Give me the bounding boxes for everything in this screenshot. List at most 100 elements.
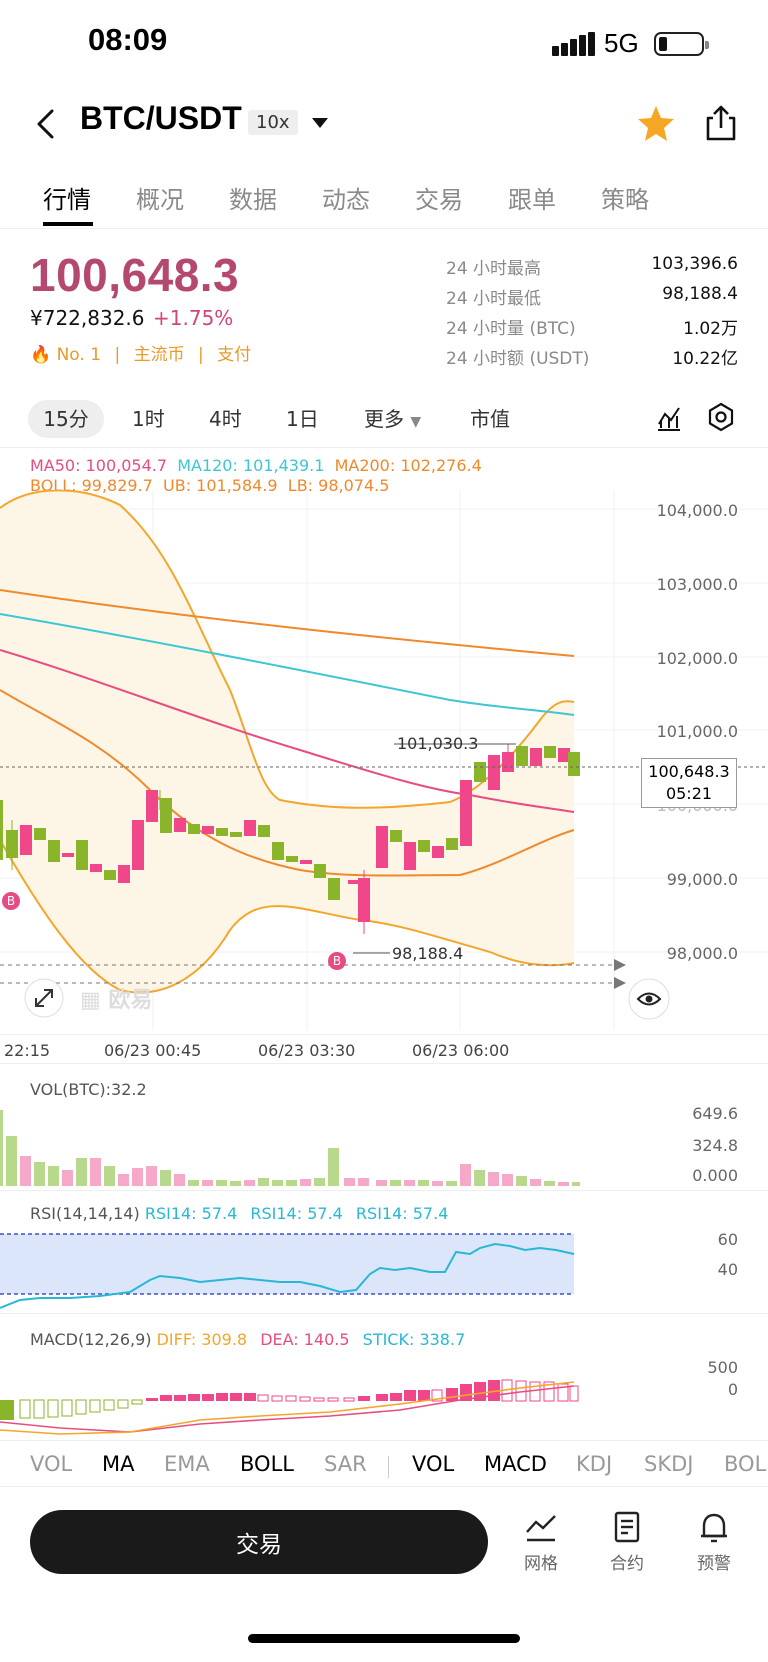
star-icon[interactable]	[636, 104, 676, 142]
tab-overview[interactable]: 概况	[136, 186, 184, 214]
tab-underline	[43, 222, 93, 226]
high-label: 101,030.3	[397, 734, 479, 753]
low-label: 98,188.4	[392, 944, 464, 963]
macd-dea: DEA: 140.5	[260, 1330, 350, 1349]
status-time: 08:09	[88, 22, 168, 57]
vol-tick-2: 0.000	[692, 1166, 738, 1185]
signal-icon	[552, 32, 595, 56]
ma120-line	[0, 613, 575, 716]
leverage-badge: 10x	[248, 110, 298, 135]
tab-copy[interactable]: 跟单	[508, 186, 556, 214]
tab-trade[interactable]: 交易	[415, 186, 463, 214]
main-ind-ema[interactable]: EMA	[164, 1452, 210, 1476]
main-ind-boll[interactable]: BOLL	[240, 1452, 294, 1476]
pair-title[interactable]: BTC/USDT	[80, 100, 242, 136]
watermark-logo: ▦ 欧易	[80, 988, 153, 1013]
home-indicator[interactable]	[248, 1634, 520, 1643]
y-tick-3: 101,000.0	[656, 722, 738, 741]
y-tick-0: 104,000.0	[656, 501, 738, 520]
vol-label: VOL(BTC):32.2	[30, 1080, 147, 1099]
rsi-value-2: RSI14: 57.4	[250, 1204, 343, 1223]
buy-marker[interactable]: B	[2, 892, 20, 910]
tab-news[interactable]: 动态	[322, 186, 370, 214]
current-price-tag: 100,648.3	[648, 762, 730, 781]
volume-bars	[0, 1110, 580, 1186]
macd-label: MACD(12,26,9)	[30, 1330, 152, 1349]
grid-chart-icon	[526, 1515, 556, 1542]
back-icon[interactable]	[34, 108, 58, 140]
bell-icon	[701, 1513, 727, 1543]
x-tick-0: 22:15	[4, 1041, 51, 1060]
sub-ind-kdj[interactable]: KDJ	[576, 1452, 613, 1476]
x-tick-2: 06/23 03:30	[258, 1041, 356, 1060]
sub-ind-macd[interactable]: MACD	[484, 1452, 547, 1476]
pay-tag[interactable]: 支付	[217, 345, 252, 365]
tab-bar: 行情 概况 数据 动态 交易 跟单 策略	[0, 170, 768, 229]
buy-marker[interactable]: B	[328, 952, 346, 970]
stat-vol-label: 24 小时量 (BTC)	[446, 319, 576, 339]
rsi-label: RSI(14,14,14)	[30, 1204, 140, 1223]
ma200-value: MA200: 102,276.4	[334, 456, 482, 475]
tab-strategy[interactable]: 策略	[601, 186, 649, 214]
last-price: 100,648.3	[30, 249, 240, 301]
alert-action[interactable]: 预警	[684, 1510, 744, 1574]
stat-low-value: 98,188.4	[662, 284, 738, 304]
y-tick-1: 103,000.0	[656, 575, 738, 594]
period-market-cap[interactable]: 市值	[470, 407, 510, 431]
tab-market[interactable]: 行情	[43, 186, 91, 214]
contract-action[interactable]: 合约	[597, 1510, 657, 1574]
tab-data[interactable]: 数据	[229, 186, 277, 214]
ma-legend: MA50: 100,054.7 MA120: 101,439.1 MA200: …	[30, 456, 482, 475]
eye-icon[interactable]	[628, 978, 670, 1020]
rsi-legend: RSI(14,14,14) RSI14: 57.4 RSI14: 57.4 RS…	[30, 1204, 448, 1223]
main-ind-sar[interactable]: SAR	[324, 1452, 367, 1476]
fire-icon: 🔥	[30, 345, 52, 365]
period-15m[interactable]: 15分	[28, 400, 104, 438]
contract-label: 合约	[610, 1554, 644, 1574]
trade-button[interactable]: 交易	[30, 1510, 488, 1574]
rsi-chart	[0, 1233, 575, 1309]
grid-action[interactable]: 网格	[511, 1510, 571, 1574]
stat-amount-label: 24 小时额 (USDT)	[446, 349, 590, 369]
period-4h[interactable]: 4时	[209, 407, 242, 431]
sub-ind-vol[interactable]: VOL	[412, 1452, 455, 1476]
indicator-settings-icon[interactable]	[656, 404, 682, 432]
period-1d[interactable]: 1日	[286, 407, 319, 431]
price-chart[interactable]	[0, 490, 768, 1030]
stat-low-label: 24 小时最低	[446, 289, 542, 309]
macd-tick-500: 500	[707, 1358, 738, 1377]
network-type: 5G	[604, 28, 639, 58]
watermark-text: 欧易	[108, 988, 153, 1013]
main-coin-tag[interactable]: 主流币	[133, 345, 185, 365]
contract-doc-icon	[614, 1511, 640, 1543]
ma200-line	[0, 589, 575, 657]
stat-high-value: 103,396.6	[651, 254, 738, 274]
grid-label: 网格	[524, 1554, 558, 1574]
ub-value: UB: 101,584.9	[163, 476, 278, 495]
main-ind-ma[interactable]: MA	[102, 1452, 135, 1476]
y-tick-2: 102,000.0	[656, 649, 738, 668]
indicator-divider	[388, 1456, 389, 1478]
candle-countdown: 05:21	[665, 784, 713, 803]
lb-value: LB: 98,074.5	[287, 476, 390, 495]
boll-lower-line	[0, 839, 575, 994]
period-more[interactable]: 更多 ▼	[364, 400, 421, 438]
boll-mid-line	[0, 689, 575, 877]
period-1h[interactable]: 1时	[132, 407, 165, 431]
period-more-label: 更多	[364, 407, 404, 431]
y-tick-5: 99,000.0	[666, 870, 738, 889]
expand-icon[interactable]	[24, 978, 64, 1018]
macd-chart	[0, 1379, 579, 1435]
caret-down-icon: ▼	[410, 414, 422, 430]
sub-ind-boll[interactable]: BOL	[724, 1452, 767, 1476]
macd-stick: STICK: 338.7	[362, 1330, 466, 1349]
vol-tick-0: 649.6	[692, 1104, 738, 1123]
sub-ind-skdj[interactable]: SKDJ	[644, 1452, 694, 1476]
battery-icon	[654, 32, 709, 56]
candles	[0, 744, 580, 934]
rank-tag: No. 1	[56, 345, 102, 365]
share-icon[interactable]	[704, 104, 738, 142]
chevron-down-icon[interactable]	[310, 116, 330, 130]
main-ind-vol[interactable]: VOL	[30, 1452, 73, 1476]
settings-icon[interactable]	[706, 402, 736, 432]
